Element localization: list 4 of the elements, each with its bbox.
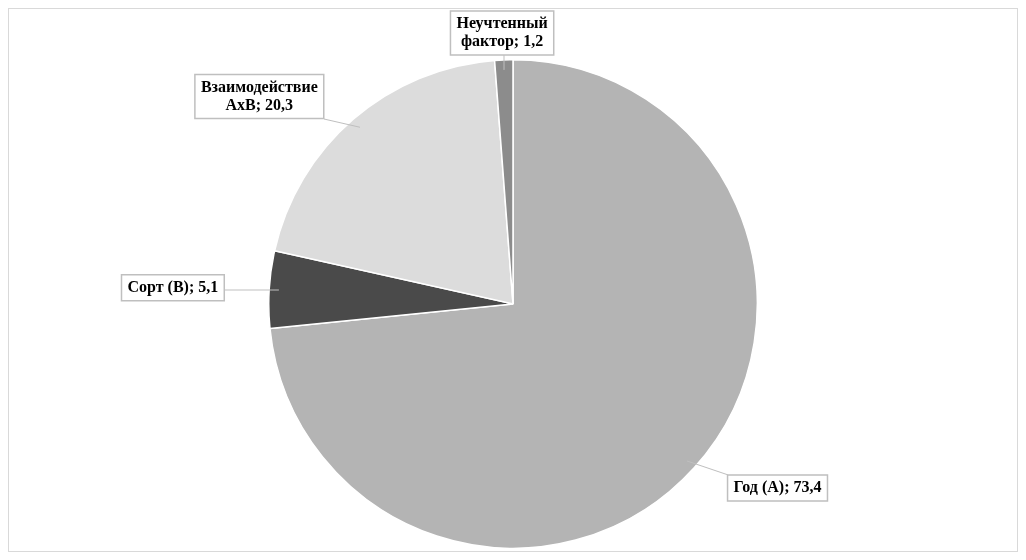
- slice-label: Сорт (В); 5,1: [127, 277, 219, 296]
- slice-label: Год (А); 73,4: [733, 478, 822, 497]
- slice-label: Неучтенный фактор; 1,2: [456, 14, 548, 51]
- slice-label: Взаимодействие АхВ; 20,3: [200, 77, 318, 113]
